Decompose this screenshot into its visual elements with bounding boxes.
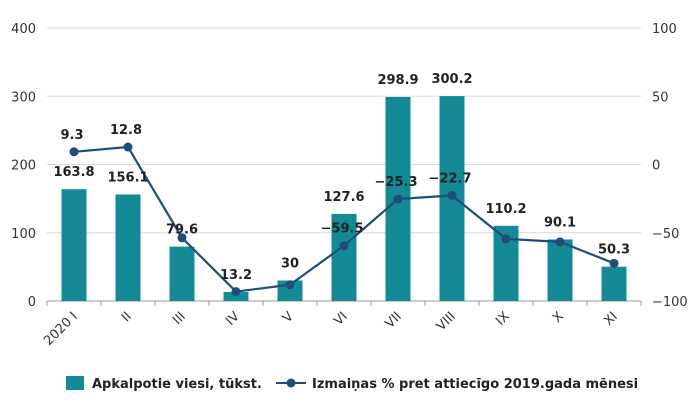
category-label: II: [119, 309, 135, 325]
bar-value-label: 156.1: [107, 170, 148, 185]
bar-value-label: 163.8: [53, 165, 94, 180]
line-value-label: −22.7: [429, 171, 472, 186]
category-label: X: [550, 309, 567, 326]
line-point: [339, 241, 349, 251]
category-label: VIII: [434, 309, 459, 334]
bar: [547, 239, 573, 301]
line-point: [69, 147, 79, 157]
category-label: III: [170, 309, 189, 328]
line-point: [447, 190, 457, 200]
left-tick-label: 100: [11, 227, 36, 242]
legend: Apkalpotie viesi, tūkst. Izmaiņas % pret…: [66, 376, 638, 392]
x-axis-ticks: 2020 I II III IV V VI VII VIII IX X XI: [41, 309, 621, 349]
bar-value-label: 13.2: [220, 268, 252, 283]
line-value-label: −59.5: [321, 222, 364, 237]
right-tick-label: 100: [652, 22, 677, 37]
gridlines: [46, 27, 642, 306]
bar: [61, 189, 87, 301]
bar-value-label: 90.1: [544, 216, 576, 231]
category-label: XI: [601, 309, 621, 329]
left-tick-label: 200: [11, 159, 36, 174]
category-label: IX: [493, 309, 513, 329]
right-tick-label: −100: [652, 295, 688, 310]
line-point: [393, 194, 403, 204]
right-tick-label: 50: [652, 90, 669, 105]
left-tick-label: 300: [11, 90, 36, 105]
line-point: [555, 237, 565, 247]
right-axis-ticks: −100 −50 0 50 100: [652, 22, 688, 310]
line-data-labels: 9.3 12.8 −59.5 −25.3 −22.7: [60, 123, 471, 237]
legend-bar-swatch: [66, 376, 84, 390]
category-label: 2020 I: [41, 309, 81, 349]
bar-value-label: 110.2: [485, 202, 526, 217]
legend-bar-label: Apkalpotie viesi, tūkst.: [92, 377, 262, 392]
bar-value-label: 127.6: [323, 190, 364, 205]
right-tick-label: −50: [652, 227, 679, 242]
legend-line-label: Izmaiņas % pret attiecīgo 2019.gada mēne…: [312, 377, 638, 392]
line-value-label: 12.8: [110, 123, 142, 138]
bar: [223, 291, 249, 301]
left-axis-ticks: 0 100 200 300 400: [11, 22, 36, 310]
line-value-label: −25.3: [375, 175, 418, 190]
line-point: [177, 233, 187, 243]
bar: [115, 194, 141, 301]
right-tick-label: 0: [652, 159, 660, 174]
category-label: VII: [383, 309, 405, 331]
bar-value-label: 298.9: [377, 73, 418, 88]
legend-line-swatch-marker: [286, 378, 296, 388]
left-tick-label: 400: [11, 22, 36, 37]
bar-data-labels: 163.8 156.1 79.6 13.2 30 127.6 298.9 300.2 110.2…: [53, 72, 630, 283]
bar: [169, 246, 195, 301]
bar: [331, 213, 357, 301]
line-point: [609, 258, 619, 268]
line-point: [285, 280, 295, 290]
category-label: IV: [223, 309, 243, 329]
line-value-label: 9.3: [60, 128, 83, 143]
category-label: VI: [331, 309, 351, 329]
bar: [601, 266, 627, 301]
line-series: [69, 142, 619, 297]
bar-value-label: 50.3: [598, 243, 630, 258]
bar-value-label: 300.2: [431, 72, 472, 87]
line-point: [123, 142, 133, 152]
bar-value-label: 79.6: [166, 223, 198, 238]
left-tick-label: 0: [28, 295, 36, 310]
bar-value-label: 30: [281, 257, 299, 272]
category-label: V: [280, 309, 297, 326]
line-point: [501, 234, 511, 244]
line-point: [231, 287, 241, 297]
